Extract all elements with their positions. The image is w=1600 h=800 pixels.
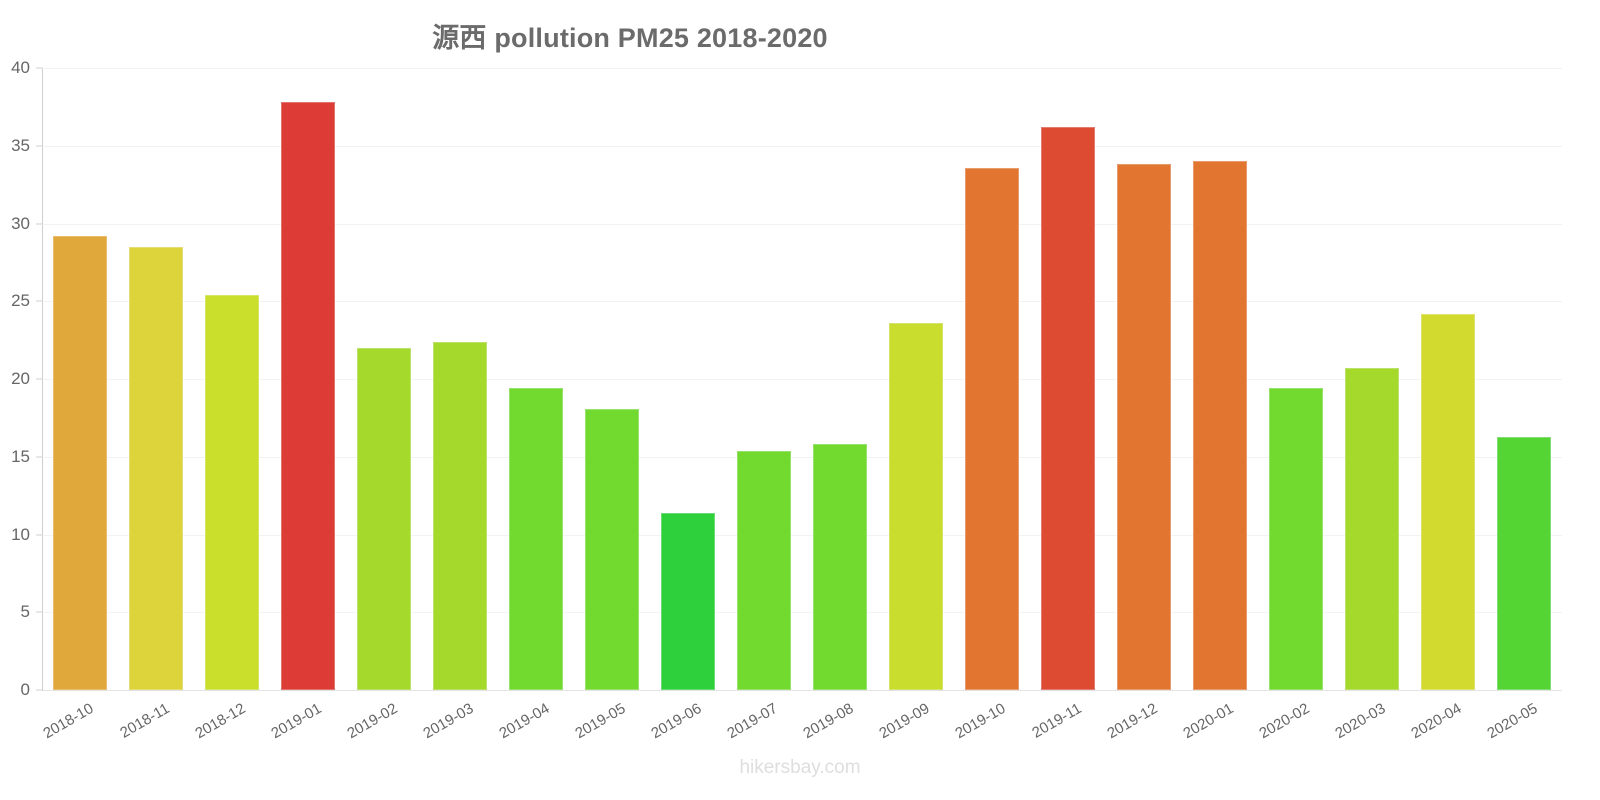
y-axis-tick-mark (36, 223, 43, 224)
y-axis-tick-label: 35 (11, 135, 30, 155)
bar-2019-06[interactable] (661, 512, 715, 690)
y-axis-tick-mark (36, 300, 43, 302)
x-axis-tick-label: 2019-09 (876, 700, 933, 743)
x-axis-tick-label: 2019-02 (344, 700, 401, 743)
x-axis-tick-label: 2019-10 (952, 700, 1009, 743)
y-axis-tick-label: 0 (20, 680, 30, 699)
gridline (42, 456, 1562, 458)
y-axis-tick-mark (36, 378, 43, 380)
x-axis-tick-label: 2019-03 (420, 700, 477, 743)
bar-2019-01[interactable] (281, 102, 335, 690)
y-axis-tick-label: 15 (11, 446, 30, 466)
y-axis-tick-mark (36, 689, 43, 691)
gridline (42, 68, 1562, 69)
bar-2019-04[interactable] (509, 388, 563, 690)
y-axis-tick-mark (36, 456, 43, 458)
bar-2018-11[interactable] (129, 246, 183, 690)
bar-2019-12[interactable] (1117, 164, 1171, 690)
x-axis-tick-label: 2019-12 (1104, 700, 1161, 743)
x-axis-tick-label: 2018-12 (192, 700, 249, 743)
y-axis-tick-label: 30 (11, 213, 30, 233)
x-axis-tick-label: 2019-04 (496, 700, 553, 743)
y-axis-tick-mark (36, 67, 43, 69)
y-axis-tick-mark (36, 611, 43, 613)
bar-2019-11[interactable] (1041, 127, 1095, 690)
x-axis-tick-label: 2019-07 (724, 700, 781, 743)
bars-group (42, 68, 1562, 690)
y-axis-tick-label: 10 (11, 524, 30, 544)
bar-2020-03[interactable] (1345, 368, 1399, 690)
bar-2019-08[interactable] (813, 444, 867, 690)
footer-credit: hikersbay.com (739, 757, 861, 778)
x-axis-tick-label: 2019-06 (648, 700, 705, 743)
bar-2019-05[interactable] (585, 408, 639, 690)
bar-2020-04[interactable] (1421, 313, 1475, 690)
gridline (42, 379, 1562, 380)
x-axis-tick-label: 2020-02 (1256, 700, 1313, 743)
bar-2020-02[interactable] (1269, 388, 1323, 690)
gridline (42, 612, 1562, 614)
bar-2018-10[interactable] (53, 235, 107, 690)
x-axis-tick-label: 2019-08 (800, 700, 857, 743)
y-axis-tick-label: 40 (11, 58, 30, 77)
x-axis-tick-label: 2020-04 (1408, 700, 1465, 743)
bar-2020-05[interactable] (1497, 436, 1551, 690)
y-axis-tick-label: 25 (11, 291, 30, 311)
bar-2020-01[interactable] (1193, 161, 1247, 690)
bar-2019-02[interactable] (357, 347, 411, 690)
bar-2019-07[interactable] (737, 450, 791, 690)
page-title: 源西 pollution PM25 2018-2020 (432, 23, 828, 53)
x-axis-tick-label: 2018-11 (117, 700, 173, 742)
x-axis-tick-label: 2019-11 (1029, 700, 1085, 742)
x-axis-tick-label: 2019-01 (268, 700, 325, 743)
y-axis-tick-label: 20 (11, 369, 30, 388)
x-axis-tick-label: 2020-01 (1180, 700, 1237, 743)
bar-2019-03[interactable] (433, 341, 487, 690)
x-axis-tick-label: 2020-03 (1332, 700, 1389, 743)
gridline (42, 223, 1562, 225)
x-axis-tick-label: 2018-10 (40, 700, 97, 743)
gridline (42, 690, 1562, 691)
gridline (42, 301, 1562, 303)
y-axis-tick-label: 5 (20, 602, 30, 622)
bar-2019-10[interactable] (965, 167, 1019, 690)
y-axis-tick-mark (36, 534, 43, 535)
bar-2019-09[interactable] (889, 323, 943, 690)
gridline (42, 145, 1562, 147)
x-axis-tick-label: 2019-05 (572, 700, 629, 743)
y-axis-tick-mark (36, 145, 43, 147)
bar-2018-12[interactable] (205, 295, 259, 690)
gridline (42, 534, 1562, 536)
x-axis-tick-label: 2020-05 (1484, 700, 1541, 743)
